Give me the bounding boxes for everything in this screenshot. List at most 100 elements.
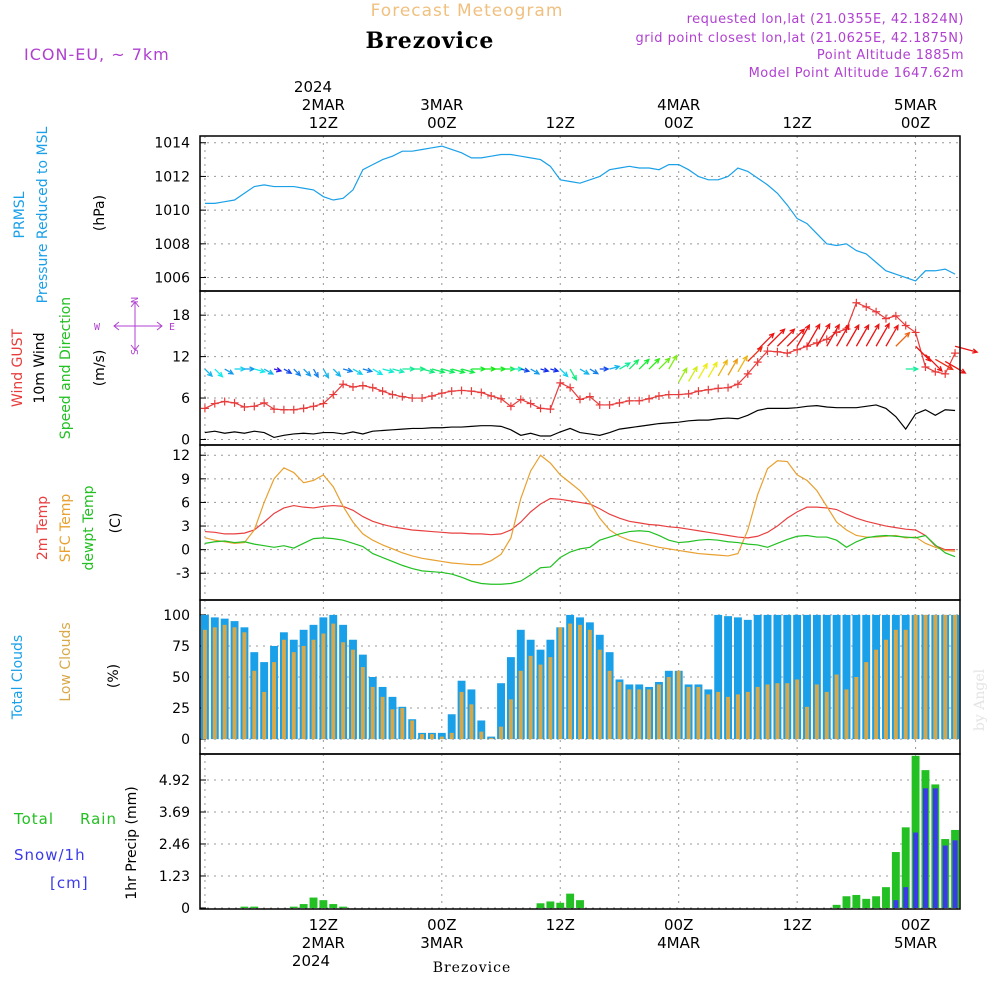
bottom-hour-label: 12Z: [782, 916, 811, 934]
ytick-label: 6: [181, 391, 190, 407]
gust-point: [931, 367, 940, 376]
wind-arrow: [530, 368, 541, 375]
total-precip-bar: [862, 898, 871, 908]
tsfc-label: SFC Temp: [58, 494, 74, 563]
wind-arrow: [332, 368, 342, 378]
total-cloud-bar: [793, 614, 802, 740]
ytick-label: 1.23: [159, 869, 190, 885]
low-cloud-bar: [232, 627, 237, 740]
gust-point: [724, 383, 733, 392]
ytick-label: 50: [172, 670, 190, 686]
panel-pressure: 1006 1008 1010 1012 1014: [154, 135, 961, 292]
low-cloud-bar: [558, 627, 563, 740]
series-2m-temp: [204, 497, 956, 551]
gust-point: [852, 298, 861, 307]
low-cloud-bar: [785, 683, 790, 740]
snow-bar: [913, 832, 919, 908]
ytick-label: 0: [181, 732, 190, 748]
series-dewpt-temp: [204, 530, 956, 585]
gust-point: [911, 328, 920, 337]
low-cloud-bar: [370, 686, 375, 740]
wind-arrow: [826, 323, 840, 347]
wind-arrow: [342, 367, 354, 373]
low-cloud-bar: [686, 686, 691, 740]
wind-arrow: [589, 368, 600, 375]
low-cloud-bar: [489, 737, 494, 740]
total-cloud-bar: [733, 617, 742, 740]
gust-point: [694, 387, 703, 396]
low-cloud-bar: [637, 689, 642, 740]
low-cloud-bar: [923, 614, 928, 740]
gust-point: [576, 395, 584, 404]
total-precip-bar: [852, 894, 861, 908]
panels: 10061008101010121014061218-3036912025507…: [154, 135, 979, 917]
temp-labels: 2m Temp SFC Temp dewpt Temp (C): [35, 485, 124, 570]
gust-point: [457, 386, 466, 395]
total-cloud-bar: [773, 614, 782, 740]
gust-label: Wind GUST: [10, 328, 26, 407]
low-cloud-bar: [578, 624, 582, 740]
compass-e: E: [169, 322, 175, 333]
wind-arrow: [352, 368, 364, 375]
ytick-label: 18: [172, 308, 190, 324]
low-cloud-bar: [311, 639, 316, 740]
top-axis-year: 2024: [294, 78, 332, 96]
ytick-label: 100: [163, 608, 190, 624]
total-precip-bar: [842, 896, 851, 908]
total-cloud-bar: [812, 614, 821, 740]
total-cloud-bar: [477, 720, 486, 740]
wind-arrow: [757, 332, 775, 351]
gust-point: [773, 347, 782, 356]
wind-arrow: [263, 368, 275, 375]
wind-arrow: [431, 368, 446, 374]
low-cloud-bar: [647, 689, 652, 740]
low-cloud-bar: [805, 706, 809, 740]
low-cloud-bar: [706, 694, 711, 740]
low-cloud-bar: [390, 709, 395, 740]
wind-arrow: [707, 361, 718, 378]
wind-arrow: [697, 362, 708, 380]
ytick-label: 1014: [154, 136, 190, 152]
panel-frame: [199, 290, 961, 446]
gust-point: [822, 335, 831, 344]
precip-unit: 1hr Precip (mm): [124, 786, 140, 899]
low-cloud-bar: [893, 629, 898, 740]
panel-frame: [199, 135, 961, 292]
low-cloud-bar: [874, 649, 879, 740]
compass-n: N: [130, 297, 141, 303]
wind-arrow: [895, 331, 911, 347]
forecast-title: Forecast Meteogram: [371, 1, 564, 21]
low-cloud-bar: [272, 662, 276, 740]
gust-point: [388, 390, 397, 399]
snow-bar: [922, 788, 928, 908]
wind-arrow: [796, 323, 811, 347]
gust-point: [625, 396, 634, 405]
gust-point: [862, 302, 871, 311]
total-cloud-bar: [714, 614, 723, 740]
gust-point: [270, 405, 279, 414]
gust-point: [348, 382, 357, 391]
low-cloud-bar: [479, 731, 484, 740]
panel-frame: [199, 753, 961, 910]
low-cloud-bar: [656, 684, 661, 740]
gust-point: [329, 390, 338, 399]
wind-arrow: [244, 366, 256, 372]
gust-point: [654, 391, 663, 400]
wind-arrow: [599, 366, 610, 372]
series-sfc-temp: [204, 454, 956, 566]
bottom-date-label: 4MAR: [657, 934, 700, 952]
requested-coords: requested lon,lat (21.0355E, 42.1824N): [687, 12, 964, 27]
wind-arrow: [254, 368, 267, 374]
panel-wind: 0 6 12 18: [172, 290, 979, 448]
top-date-label: 2MAR: [302, 96, 345, 114]
wind-arrow: [273, 367, 283, 373]
wind-arrow: [836, 323, 850, 347]
gust-point: [951, 349, 960, 358]
ytick-label: 0: [181, 543, 190, 559]
low-cloud-bar: [834, 674, 839, 740]
wind-arrow: [204, 368, 214, 378]
top-date-label: 5MAR: [894, 96, 937, 114]
total-precip-bar: [329, 904, 338, 908]
total-precip-bar: [299, 904, 308, 908]
